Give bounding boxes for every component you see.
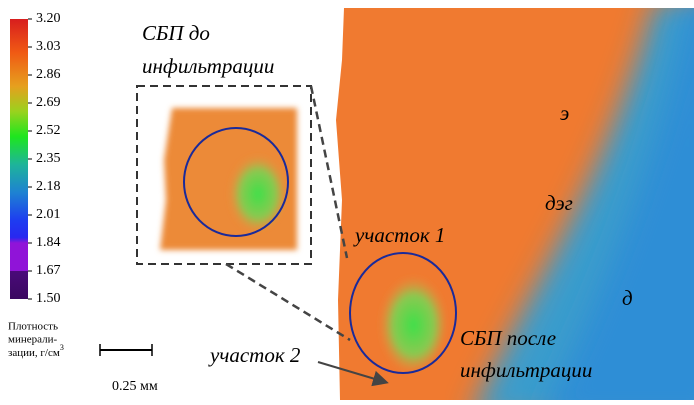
colorbar-tick-label: 2.01 [36,207,61,222]
after-title: инфильтрации [460,358,592,382]
inset-title: СБП до [142,21,210,45]
colorbar [10,19,28,299]
inset-title: инфильтрации [142,54,274,78]
colorbar-tick-label: 1.50 [36,291,61,306]
site-label: участок 2 [208,343,301,367]
after-title: СБП после [460,326,556,350]
colorbar-tick-label: 2.86 [36,67,61,82]
zone-label: д [622,286,633,310]
colorbar-tick-label: 2.18 [36,179,61,194]
inset [137,86,350,340]
scale-bar-label: 0.25 мм [112,379,158,394]
site-label: участок 1 [353,223,445,247]
zone-label: дэг [545,191,573,215]
colorbar-tick-label: 3.03 [36,39,61,54]
colorbar-label: зации, г/см [8,347,60,359]
zone-label: э [560,101,569,125]
colorbar-tick-label: 3.20 [36,11,61,26]
colorbar-tick-label: 1.67 [36,263,61,278]
colorbar-label: Плотность [8,321,58,333]
colorbar-tick-label: 2.35 [36,151,61,166]
colorbar-tick-label: 1.84 [36,235,61,250]
colorbar-tick-label: 2.52 [36,123,61,138]
colorbar-tick-label: 2.69 [36,95,61,110]
colorbar-label-sup: 3 [60,343,64,352]
figure: 3.20 3.03 2.86 2.69 2.52 2.35 2.18 2.01 1.84 1.67… [0,0,694,400]
colorbar-label: минерали- [8,334,57,346]
